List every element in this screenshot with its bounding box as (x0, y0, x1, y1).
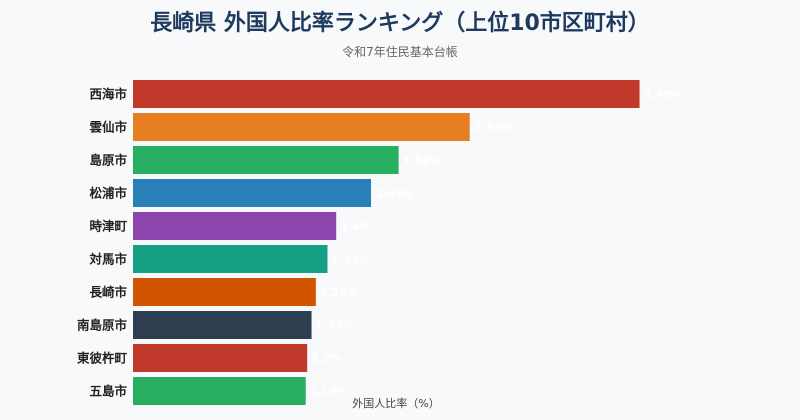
bar-1 (133, 80, 640, 108)
value-label-7: 1.26% (320, 286, 358, 299)
bar-8 (133, 311, 312, 339)
value-label-2: 2.32% (474, 121, 512, 134)
value-label-4: 1.64% (375, 187, 413, 200)
bar-10 (133, 377, 306, 405)
value-label-6: 1.34% (331, 253, 369, 266)
value-label-8: 1.23% (316, 319, 354, 332)
category-label-8: 南島原市 (77, 318, 128, 333)
chart-subtitle: 令和7年住民基本台帳 (342, 44, 458, 59)
bar-3 (133, 146, 399, 174)
value-label-10: 1.19% (310, 385, 348, 398)
bars-group (133, 80, 640, 405)
bar-9 (133, 344, 308, 372)
bar-5 (133, 212, 337, 240)
bar-7 (133, 278, 316, 306)
value-label-5: 1.4% (340, 220, 371, 233)
category-label-3: 島原市 (89, 153, 127, 168)
value-label-1: 3.49% (644, 88, 682, 101)
category-label-4: 松浦市 (89, 186, 127, 201)
value-label-3: 1.83% (403, 154, 441, 167)
x-axis-label: 外国人比率（%） (352, 396, 439, 410)
category-label-7: 長崎市 (89, 285, 127, 300)
value-label-9: 1.2% (311, 352, 342, 365)
category-label-2: 雲仙市 (89, 120, 127, 135)
category-label-6: 対馬市 (88, 252, 127, 267)
category-label-9: 東彼杵町 (77, 351, 128, 366)
category-label-10: 五島市 (89, 384, 127, 399)
category-label-1: 西海市 (89, 87, 127, 102)
bar-6 (133, 245, 328, 273)
value-labels-group: 3.49% 2.32% 1.83% 1.64% 1.4% 1.34% 1.26% 1.23% 1… (310, 88, 682, 398)
chart-title: 長崎県 外国人比率ランキング（上位10市区町村） (150, 10, 650, 36)
category-label-5: 時津町 (89, 219, 127, 234)
bar-4 (133, 179, 372, 207)
bar-2 (133, 113, 470, 141)
